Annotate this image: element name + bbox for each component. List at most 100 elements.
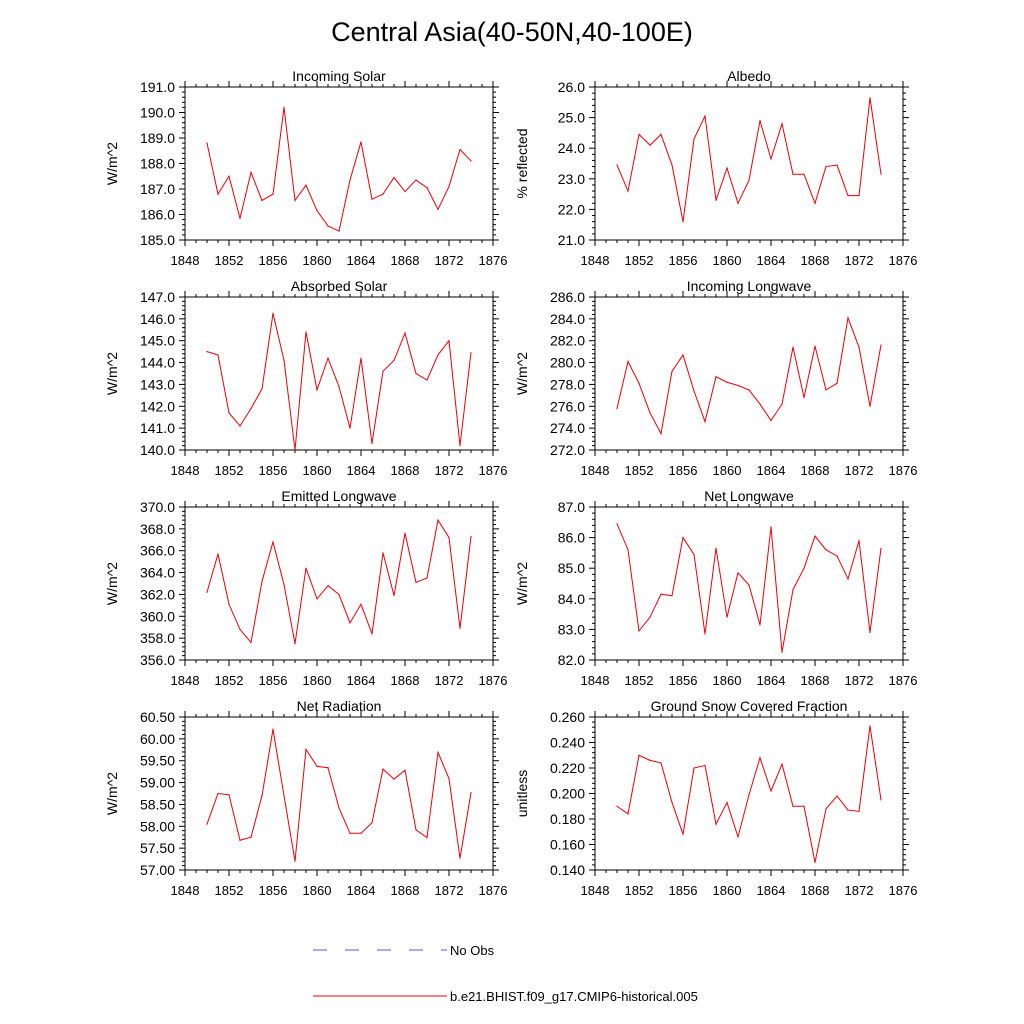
data-point [814,535,816,537]
data-point [426,837,428,839]
data-point [250,407,252,410]
data-point [660,593,662,595]
data-point [327,767,329,769]
data-point [283,795,285,797]
data-point [627,360,629,363]
x-tick-label: 1872 [845,253,874,268]
chart-panel-7: Net Radiation W/m^2 1848 1852 1856 1860 1864 18… [104,698,507,898]
data-point [382,193,384,195]
chart-panel-3: Absorbed Solar W/m^2 1848 1852 1856 1860 1864 1… [104,278,507,478]
data-point [459,148,461,151]
legend-model-label: b.e21.BHIST.f09_g17.CMIP6-historical.005 [450,989,698,1004]
y-tick-label: 360.0 [140,608,175,624]
data-point [627,190,629,192]
y-tick-label: 0.140 [550,862,585,878]
data-point [228,794,230,796]
plot-frame [184,506,494,661]
data-point [272,541,274,543]
x-tick-label: 1856 [669,463,698,478]
data-point [737,836,739,838]
data-point [748,179,750,181]
chart-panel-8: Ground Snow Covered Fraction unitless 1848… [514,698,917,898]
data-point [316,210,318,212]
data-point [228,175,230,177]
data-point [737,202,739,204]
data-point [437,751,439,754]
data-point [880,547,882,549]
data-point [858,195,860,197]
data-point [239,839,241,841]
plot-frame [594,506,904,661]
data-point [836,382,838,384]
x-tick-label: 1860 [303,463,332,478]
data-point [371,442,373,445]
y-tick-label: 23.0 [558,171,585,187]
y-tick-label: 272.0 [550,442,585,458]
y-tick-label: 190.0 [140,105,175,121]
y-tick-label: 140.0 [140,442,175,458]
data-point [660,433,662,435]
data-point [294,643,296,645]
chart-panel-1: Incoming Solar W/m^2 1848 1852 1856 1860 1864 1… [104,68,507,268]
data-point [415,179,417,181]
legend: No Obs b.e21.BHIST.f09_g17.CMIP6-histori… [313,943,698,1004]
chart-panel-2: Albedo % reflected 1848 1852 1856 1860 1864 186… [514,68,917,268]
data-point [759,757,761,759]
x-tick-label: 1856 [259,463,288,478]
plot-frame [594,296,904,451]
data-point [261,388,263,390]
data-point [737,572,739,574]
y-axis-label: W/m^2 [514,562,530,605]
y-tick-label: 362.0 [140,586,175,602]
data-point [261,795,263,797]
x-tick-label: 1876 [889,883,918,898]
x-tick-label: 1860 [713,673,742,688]
y-tick-label: 82.0 [558,652,585,668]
data-point [316,389,318,391]
y-tick-label: 85.0 [558,560,585,576]
x-tick-label: 1864 [347,883,376,898]
data-point [671,595,673,597]
y-tick-label: 143.0 [140,376,175,392]
series-line [206,107,472,232]
data-point [781,123,783,125]
data-point [803,805,805,807]
x-tick-label: 1876 [479,253,508,268]
data-point [726,381,728,383]
series-line [616,725,882,863]
data-point [448,778,450,780]
data-point [671,801,673,804]
data-point [693,390,695,392]
panel-title: Net Radiation [297,698,382,714]
data-point [294,199,296,202]
data-point [770,419,772,422]
data-point [869,97,871,99]
x-tick-label: 1860 [303,883,332,898]
y-tick-label: 24.0 [558,140,585,156]
y-axis-label: unitless [514,770,530,817]
x-tick-label: 1868 [391,253,420,268]
y-tick-label: 0.200 [550,786,585,802]
data-point [770,158,772,160]
data-point [360,832,362,834]
y-tick-label: 0.260 [550,709,585,725]
data-point [349,427,351,429]
data-point [404,332,406,334]
data-point [338,593,340,596]
plot-frame [184,86,494,241]
x-tick-label: 1852 [215,883,244,898]
data-point [715,547,717,549]
y-tick-label: 284.0 [550,311,585,327]
data-point [770,526,772,528]
data-point [869,631,871,634]
y-tick-label: 22.0 [558,201,585,217]
data-point [858,346,860,348]
data-point [338,230,340,232]
data-point [349,179,351,181]
y-tick-label: 187.0 [140,181,175,197]
series-line [616,315,882,436]
data-point [305,748,307,750]
data-point [660,762,662,764]
x-tick-label: 1864 [757,883,786,898]
